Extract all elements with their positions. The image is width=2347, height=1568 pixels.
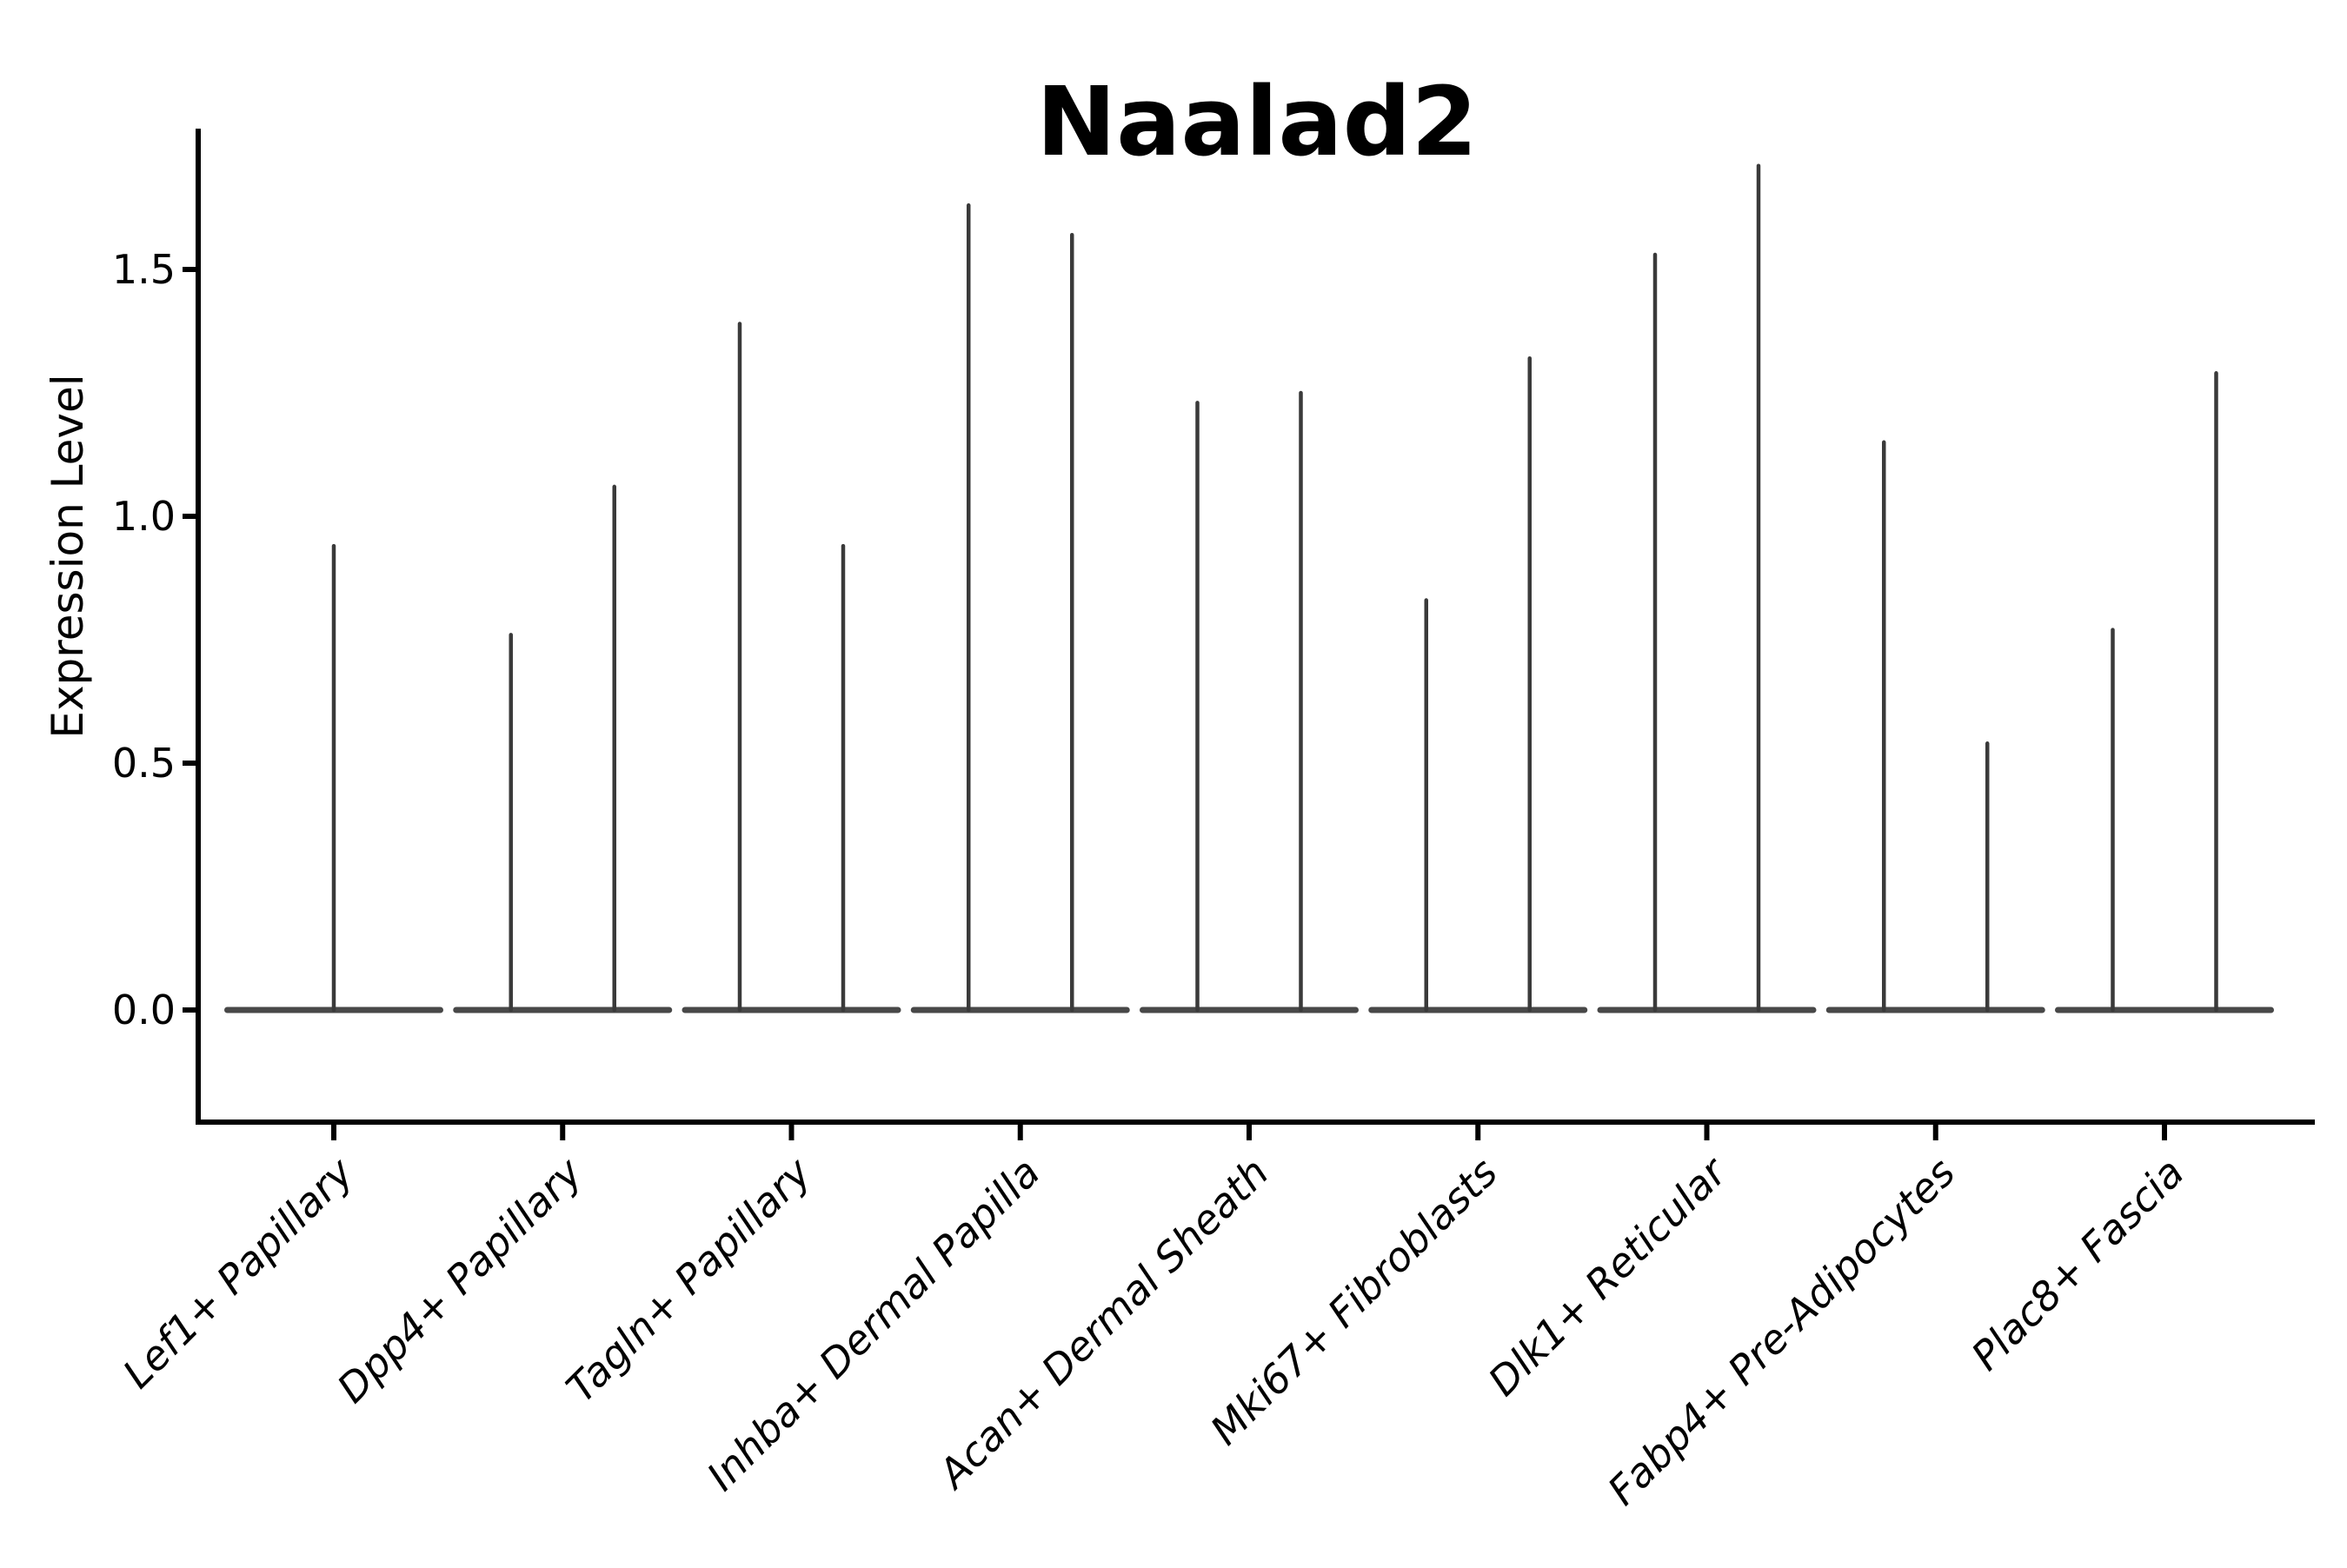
x-tick-label: Plac8+ Fascia	[1962, 1149, 2192, 1379]
violin	[224, 543, 443, 1013]
y-tick-label: 1.0	[112, 493, 176, 540]
violin	[2055, 371, 2274, 1013]
violin	[681, 322, 901, 1013]
violin	[1368, 355, 1588, 1013]
x-tick-label: Tagln+ Papillary	[557, 1148, 821, 1412]
x-tick-label: Dlk1+ Reticular	[1479, 1146, 1738, 1405]
x-tick-label: Dpp4+ Papillary	[328, 1148, 591, 1412]
y-tick-label: 1.5	[112, 246, 176, 293]
violins-group	[224, 163, 2274, 1013]
violin	[910, 203, 1130, 1013]
violin	[1825, 440, 2045, 1013]
y-axis: 0.0 0.5 1.0 1.5	[112, 246, 198, 1033]
violin	[453, 484, 673, 1013]
y-axis-label: Expression Level	[43, 374, 93, 738]
violin	[1140, 390, 1359, 1013]
y-tick-label: 0.5	[112, 740, 176, 787]
chart-title: Naalad2	[1036, 66, 1478, 177]
violin	[1597, 163, 1817, 1013]
x-tick-label: Lef1+ Papillary	[114, 1148, 362, 1397]
y-tick-label: 0.0	[112, 987, 176, 1033]
axis-spines	[196, 129, 2315, 1125]
